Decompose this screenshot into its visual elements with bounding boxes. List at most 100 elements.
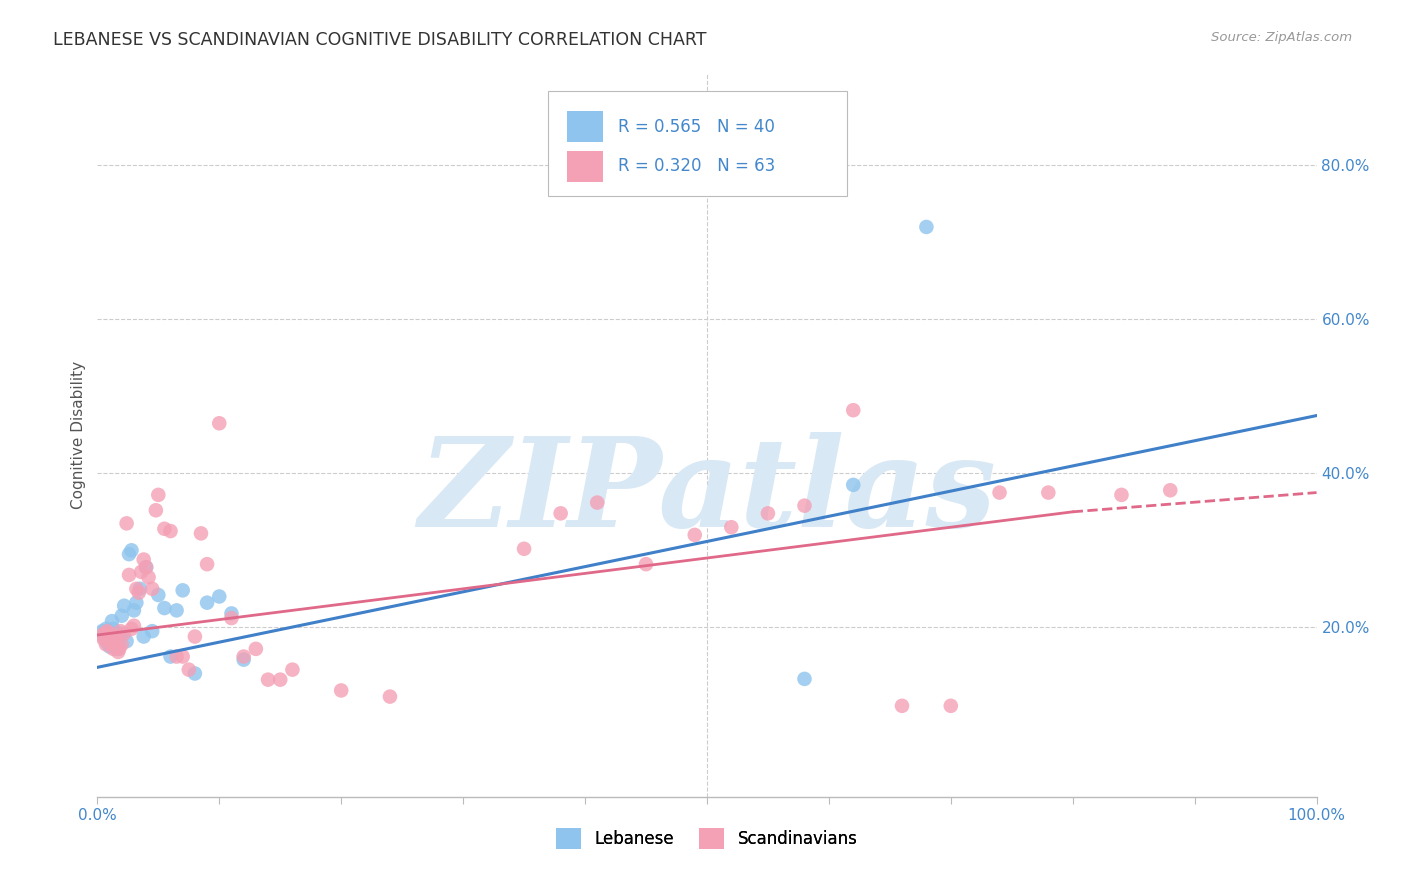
Point [100,630,122,644]
Point [988,485,1011,500]
Point [132,552,155,566]
Point [141,582,163,596]
Legend: Lebanese, Scandinavians: Lebanese, Scandinavians [548,820,866,857]
Point [135,560,157,574]
Point [94,622,117,636]
Point [96,624,118,639]
Point [107,636,129,650]
Point [195,557,218,571]
Point [100,632,122,646]
Point [93,626,115,640]
Point [125,582,148,596]
Point [93,630,115,644]
Point [115,634,138,648]
Point [138,570,160,584]
Point [190,526,212,541]
Point [153,522,176,536]
Point [281,663,304,677]
Point [378,690,401,704]
Text: Source: ZipAtlas.com: Source: ZipAtlas.com [1212,31,1353,45]
Point [756,507,779,521]
Point [195,596,218,610]
FancyBboxPatch shape [548,91,848,196]
Point [135,560,157,574]
Point [141,624,163,639]
Point [105,640,128,654]
Point [97,634,120,648]
Point [122,619,145,633]
Point [121,622,143,636]
Y-axis label: Cognitive Disability: Cognitive Disability [72,360,86,509]
Point [184,630,207,644]
Point [915,219,938,234]
Point [634,557,657,571]
Text: LEBANESE VS SCANDINAVIAN COGNITIVE DISABILITY CORRELATION CHART: LEBANESE VS SCANDINAVIAN COGNITIVE DISAB… [53,31,707,49]
Point [129,565,152,579]
Point [103,641,125,656]
Point [107,645,129,659]
Point [112,599,135,613]
Point [132,630,155,644]
Point [891,698,914,713]
Point [110,624,132,639]
Point [111,637,134,651]
Point [101,637,124,651]
Point [101,614,124,628]
Point [221,611,243,625]
Point [125,596,148,610]
Point [159,649,181,664]
Point [208,590,231,604]
Point [118,568,141,582]
Point [232,649,254,664]
Point [94,637,117,651]
Point [153,601,176,615]
Point [108,641,131,656]
Point [148,588,170,602]
Point [121,543,143,558]
Point [145,503,167,517]
Point [208,417,231,431]
Point [129,582,152,596]
Point [104,637,127,651]
Point [98,640,121,654]
Point [221,607,243,621]
Text: R = 0.320   N = 63: R = 0.320 N = 63 [619,157,775,176]
Point [122,603,145,617]
Point [586,495,609,509]
Point [269,673,291,687]
Point [111,608,134,623]
Point [842,403,865,417]
Point [245,641,267,656]
Point [110,630,132,644]
Text: ZIPatlas: ZIPatlas [418,432,995,553]
Point [184,666,207,681]
Point [159,524,181,538]
Point [166,649,188,664]
Point [112,626,135,640]
Point [103,630,125,644]
Point [93,632,115,646]
Point [550,507,572,521]
Point [105,641,128,656]
Point [118,547,141,561]
Text: R = 0.565   N = 40: R = 0.565 N = 40 [619,118,775,136]
Point [166,603,188,617]
Point [108,626,131,640]
Point [172,649,194,664]
Point [103,632,125,646]
Point [1159,483,1181,498]
Point [91,628,114,642]
Point [97,624,120,639]
Point [172,583,194,598]
Point [98,626,121,640]
Point [683,528,706,542]
Point [330,683,353,698]
FancyBboxPatch shape [567,112,603,142]
Point [513,541,536,556]
Point [1038,485,1060,500]
Point [96,636,118,650]
Point [720,520,742,534]
Point [93,626,115,640]
Point [91,624,114,639]
Point [177,663,200,677]
